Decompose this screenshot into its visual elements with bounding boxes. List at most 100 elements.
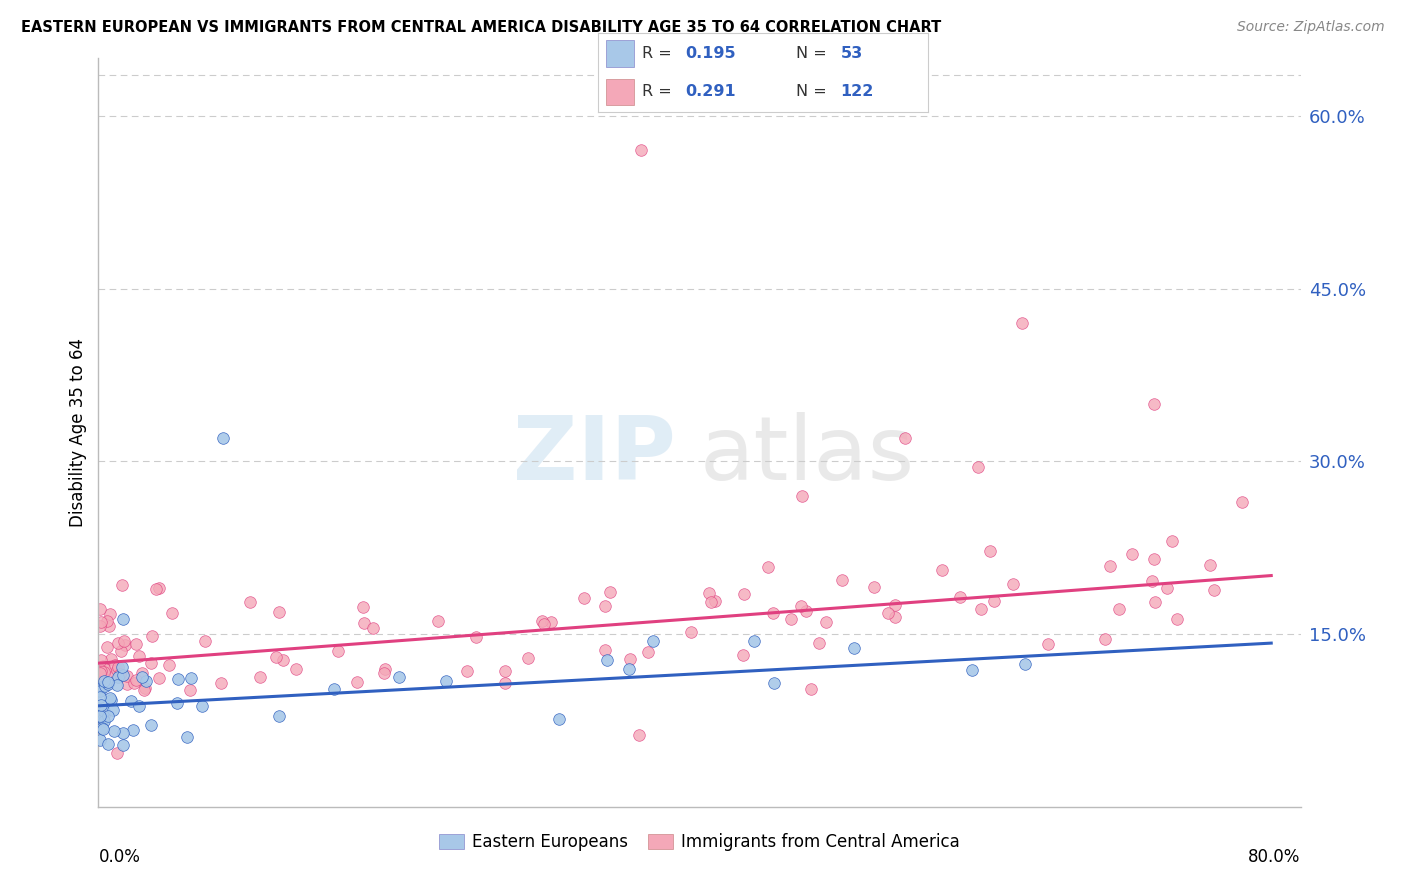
Point: [465, 630, 488, 644]
Point: [547, 712, 569, 726]
Point: [91, 712, 114, 726]
Point: [1202, 583, 1225, 598]
Point: [97, 675, 120, 690]
Point: [89, 709, 111, 723]
Text: 0.291: 0.291: [685, 85, 735, 99]
Point: [1140, 574, 1163, 588]
Point: [733, 587, 755, 601]
Point: [434, 673, 457, 688]
Point: [93, 665, 115, 679]
Point: [790, 599, 813, 613]
Point: [593, 599, 616, 614]
Point: [284, 661, 307, 675]
Point: [89, 684, 111, 698]
Point: [1143, 551, 1166, 566]
Point: [700, 595, 723, 609]
Point: [107, 636, 129, 650]
Point: [179, 682, 201, 697]
Point: [100, 692, 122, 706]
Point: [373, 665, 395, 680]
Point: [960, 663, 983, 677]
Point: [104, 667, 127, 681]
Point: [572, 591, 595, 606]
Point: [111, 578, 134, 592]
Point: [114, 638, 136, 652]
FancyBboxPatch shape: [606, 78, 634, 105]
Point: [1014, 657, 1036, 672]
Text: 53: 53: [841, 45, 863, 61]
Point: [530, 615, 553, 629]
Point: [111, 738, 134, 752]
Point: [637, 645, 659, 659]
Point: [388, 670, 411, 684]
Point: [131, 666, 153, 681]
Point: [93, 714, 115, 729]
Point: [1230, 495, 1253, 509]
Point: [703, 594, 725, 608]
Point: [96, 640, 118, 654]
Point: [111, 726, 134, 740]
Point: [176, 730, 198, 744]
Point: [733, 648, 755, 663]
Point: [949, 590, 972, 604]
Text: atlas: atlas: [699, 411, 915, 499]
Point: [1160, 534, 1182, 549]
Point: [134, 682, 156, 697]
Point: [641, 634, 664, 648]
Point: [762, 606, 785, 620]
Point: [100, 690, 122, 705]
FancyBboxPatch shape: [606, 40, 634, 67]
Point: [103, 702, 125, 716]
Point: [884, 610, 907, 624]
Point: [90, 615, 112, 629]
Point: [599, 585, 621, 599]
Point: [744, 634, 766, 648]
Point: [863, 580, 886, 594]
Point: [125, 673, 148, 688]
Point: [239, 595, 262, 609]
Point: [831, 573, 853, 587]
Point: [979, 544, 1001, 558]
Point: [122, 723, 145, 737]
Point: [139, 657, 162, 671]
Point: [1143, 397, 1166, 411]
Point: [346, 674, 368, 689]
Point: [134, 681, 156, 695]
Point: [271, 653, 294, 667]
Point: [699, 586, 721, 600]
Point: [931, 564, 953, 578]
Text: N =: N =: [796, 85, 832, 99]
Point: [103, 724, 125, 739]
Point: [94, 662, 117, 676]
Point: [90, 698, 112, 713]
Point: [267, 605, 290, 619]
Point: [1166, 612, 1188, 626]
Point: [983, 593, 1005, 607]
Point: [96, 614, 118, 628]
Point: [352, 600, 374, 615]
Text: Source: ZipAtlas.com: Source: ZipAtlas.com: [1237, 20, 1385, 34]
Point: [107, 670, 129, 684]
Point: [128, 698, 150, 713]
Point: [1038, 637, 1060, 651]
Point: [494, 664, 516, 678]
Point: [112, 612, 135, 626]
Point: [125, 637, 148, 651]
Point: [780, 612, 803, 626]
Point: [122, 676, 145, 690]
Point: [267, 709, 290, 723]
Point: [93, 673, 115, 688]
Point: [97, 737, 120, 751]
Point: [120, 694, 142, 708]
Point: [762, 676, 785, 690]
Point: [100, 652, 122, 666]
Point: [893, 431, 915, 445]
Point: [91, 679, 114, 693]
Point: [353, 615, 375, 630]
Point: [107, 678, 129, 692]
Text: EASTERN EUROPEAN VS IMMIGRANTS FROM CENTRAL AMERICA DISABILITY AGE 35 TO 64 CORR: EASTERN EUROPEAN VS IMMIGRANTS FROM CENT…: [21, 20, 942, 35]
Point: [326, 644, 349, 658]
Point: [115, 677, 138, 691]
Point: [191, 698, 214, 713]
Legend: Eastern Europeans, Immigrants from Central America: Eastern Europeans, Immigrants from Centr…: [439, 833, 960, 851]
